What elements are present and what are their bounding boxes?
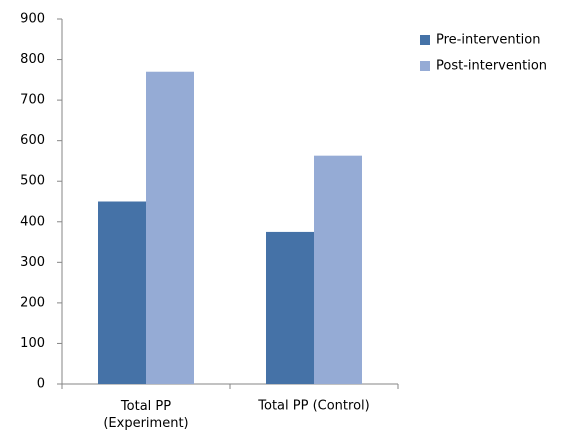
x-tick-label: Total PP (Experiment)	[103, 399, 188, 431]
x-tick-label: Total PP (Control)	[257, 399, 369, 414]
legend-label: Pre-intervention	[436, 33, 540, 48]
bar	[98, 201, 146, 384]
y-tick-label: 100	[20, 336, 45, 351]
legend-label: Post-intervention	[436, 59, 547, 74]
y-tick-label: 300	[20, 255, 45, 270]
y-tick-label: 900	[20, 12, 45, 27]
y-tick-label: 500	[20, 174, 45, 189]
bar	[146, 71, 194, 384]
bar	[266, 231, 314, 384]
legend-swatch	[420, 35, 430, 45]
y-tick-label: 700	[20, 93, 45, 108]
y-tick-label: 400	[20, 214, 45, 229]
y-tick-label: 600	[20, 133, 45, 148]
bar	[314, 155, 362, 384]
y-tick-label: 0	[37, 377, 45, 392]
legend-swatch	[420, 61, 430, 71]
y-tick-label: 200	[20, 295, 45, 310]
y-tick-label: 800	[20, 52, 45, 67]
